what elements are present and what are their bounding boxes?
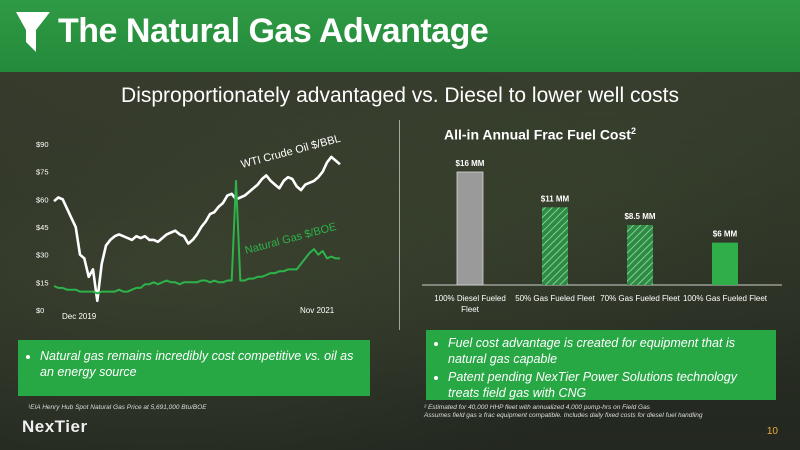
y-tick-label: $45 xyxy=(36,223,49,232)
bar-value-label: $6 MM xyxy=(713,230,738,239)
divider xyxy=(399,120,400,330)
page-title: The Natural Gas Advantage xyxy=(58,12,489,50)
oil-price-line xyxy=(53,155,341,303)
y-tick-label: $30 xyxy=(36,251,49,260)
y-tick-label: $15 xyxy=(36,278,49,287)
footnote-right: ² Estimated for 40,000 HHP fleet with an… xyxy=(424,404,784,420)
x-end-label: Nov 2021 xyxy=(300,306,335,315)
footnote-right-line2: Assumes field gas ≥ frac equipment compa… xyxy=(424,412,703,419)
y-tick-label: $75 xyxy=(36,168,49,177)
bar-category-label: 50% Gas Fueled Fleet xyxy=(515,294,595,303)
right-callout-box: Fuel cost advantage is created for equip… xyxy=(426,330,776,400)
logo-mark-icon xyxy=(16,12,50,52)
fuel-cost-bar-chart: $16 MM 100% Diesel Fueled Fleet $11 MM 50% G… xyxy=(422,159,782,314)
y-tick-label: $60 xyxy=(36,195,49,204)
bar-category-label: 100% Diesel Fueled Fleet xyxy=(434,294,506,314)
footnote-right-line1: ² Estimated for 40,000 HHP fleet with an… xyxy=(424,404,650,411)
right-bullet-2: Patent pending NexTier Power Solutions t… xyxy=(448,369,766,401)
left-bullet: Natural gas remains incredibly cost comp… xyxy=(40,348,360,380)
bar-chart-title: All-in Annual Frac Fuel Cost2 xyxy=(444,126,636,143)
x-start-label: Dec 2019 xyxy=(62,312,97,321)
y-tick-label: $0 xyxy=(36,306,44,315)
bar-4 xyxy=(712,242,738,285)
bar-3 xyxy=(627,224,653,285)
bar-value-label: $16 MM xyxy=(456,159,485,168)
bar-2 xyxy=(542,207,568,285)
page-number: 10 xyxy=(766,426,778,437)
right-bullet-1: Fuel cost advantage is created for equip… xyxy=(448,335,766,367)
y-tick-label: $90 xyxy=(36,140,49,149)
page-subtitle: Disproportionately advantaged vs. Diesel… xyxy=(121,84,679,107)
bar-category-label: 70% Gas Fueled Fleet xyxy=(600,294,680,303)
bar-value-label: $11 MM xyxy=(541,194,570,203)
left-callout-box: Natural gas remains incredibly cost comp… xyxy=(18,340,370,396)
header-bar: The Natural Gas Advantage xyxy=(0,0,800,72)
bar-category-label: 100% Gas Fueled Fleet xyxy=(683,294,768,303)
footnote-left: ¹EIA Henry Hub Spot Natural Gas Price at… xyxy=(28,404,207,411)
bar-value-label: $8.5 MM xyxy=(624,212,655,221)
bar-1 xyxy=(456,171,484,286)
gas-price-line xyxy=(53,179,340,295)
brand-logo: NexTier xyxy=(22,417,88,436)
